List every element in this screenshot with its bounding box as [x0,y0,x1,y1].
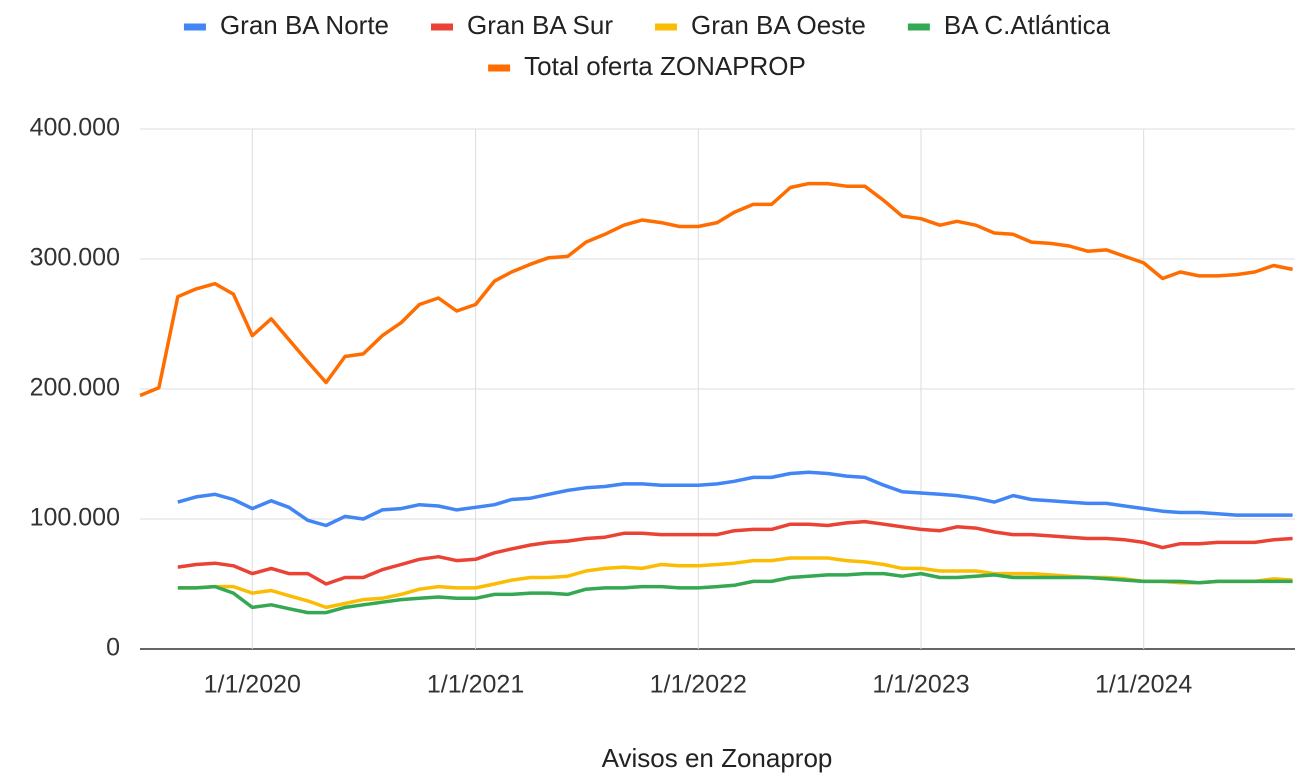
y-tick-label: 0 [106,634,120,662]
x-axis-title: Avisos en Zonaprop [602,743,833,773]
x-tick-label: 1/1/2022 [650,671,747,699]
series-line [177,519,1293,586]
x-tick-label: 1/1/2023 [872,671,969,699]
series-line [177,556,1293,610]
series-line [139,181,1293,398]
legend-label: Gran BA Oeste [691,10,866,40]
legend-label: Gran BA Sur [467,10,613,40]
x-tick-label: 1/1/2020 [204,671,301,699]
legend-label: Total oferta ZONAPROP [524,51,806,81]
x-tick-label: 1/1/2021 [427,671,524,699]
series-line [177,470,1293,528]
x-tick-label: 1/1/2024 [1095,671,1192,699]
legend-label: BA C.Atlántica [944,10,1111,40]
y-tick-label: 200.000 [30,374,120,402]
series-line [177,571,1293,615]
y-tick-label: 400.000 [30,114,120,142]
legend-label: Gran BA Norte [220,10,389,40]
y-tick-label: 100.000 [30,504,120,532]
y-tick-label: 300.000 [30,244,120,272]
